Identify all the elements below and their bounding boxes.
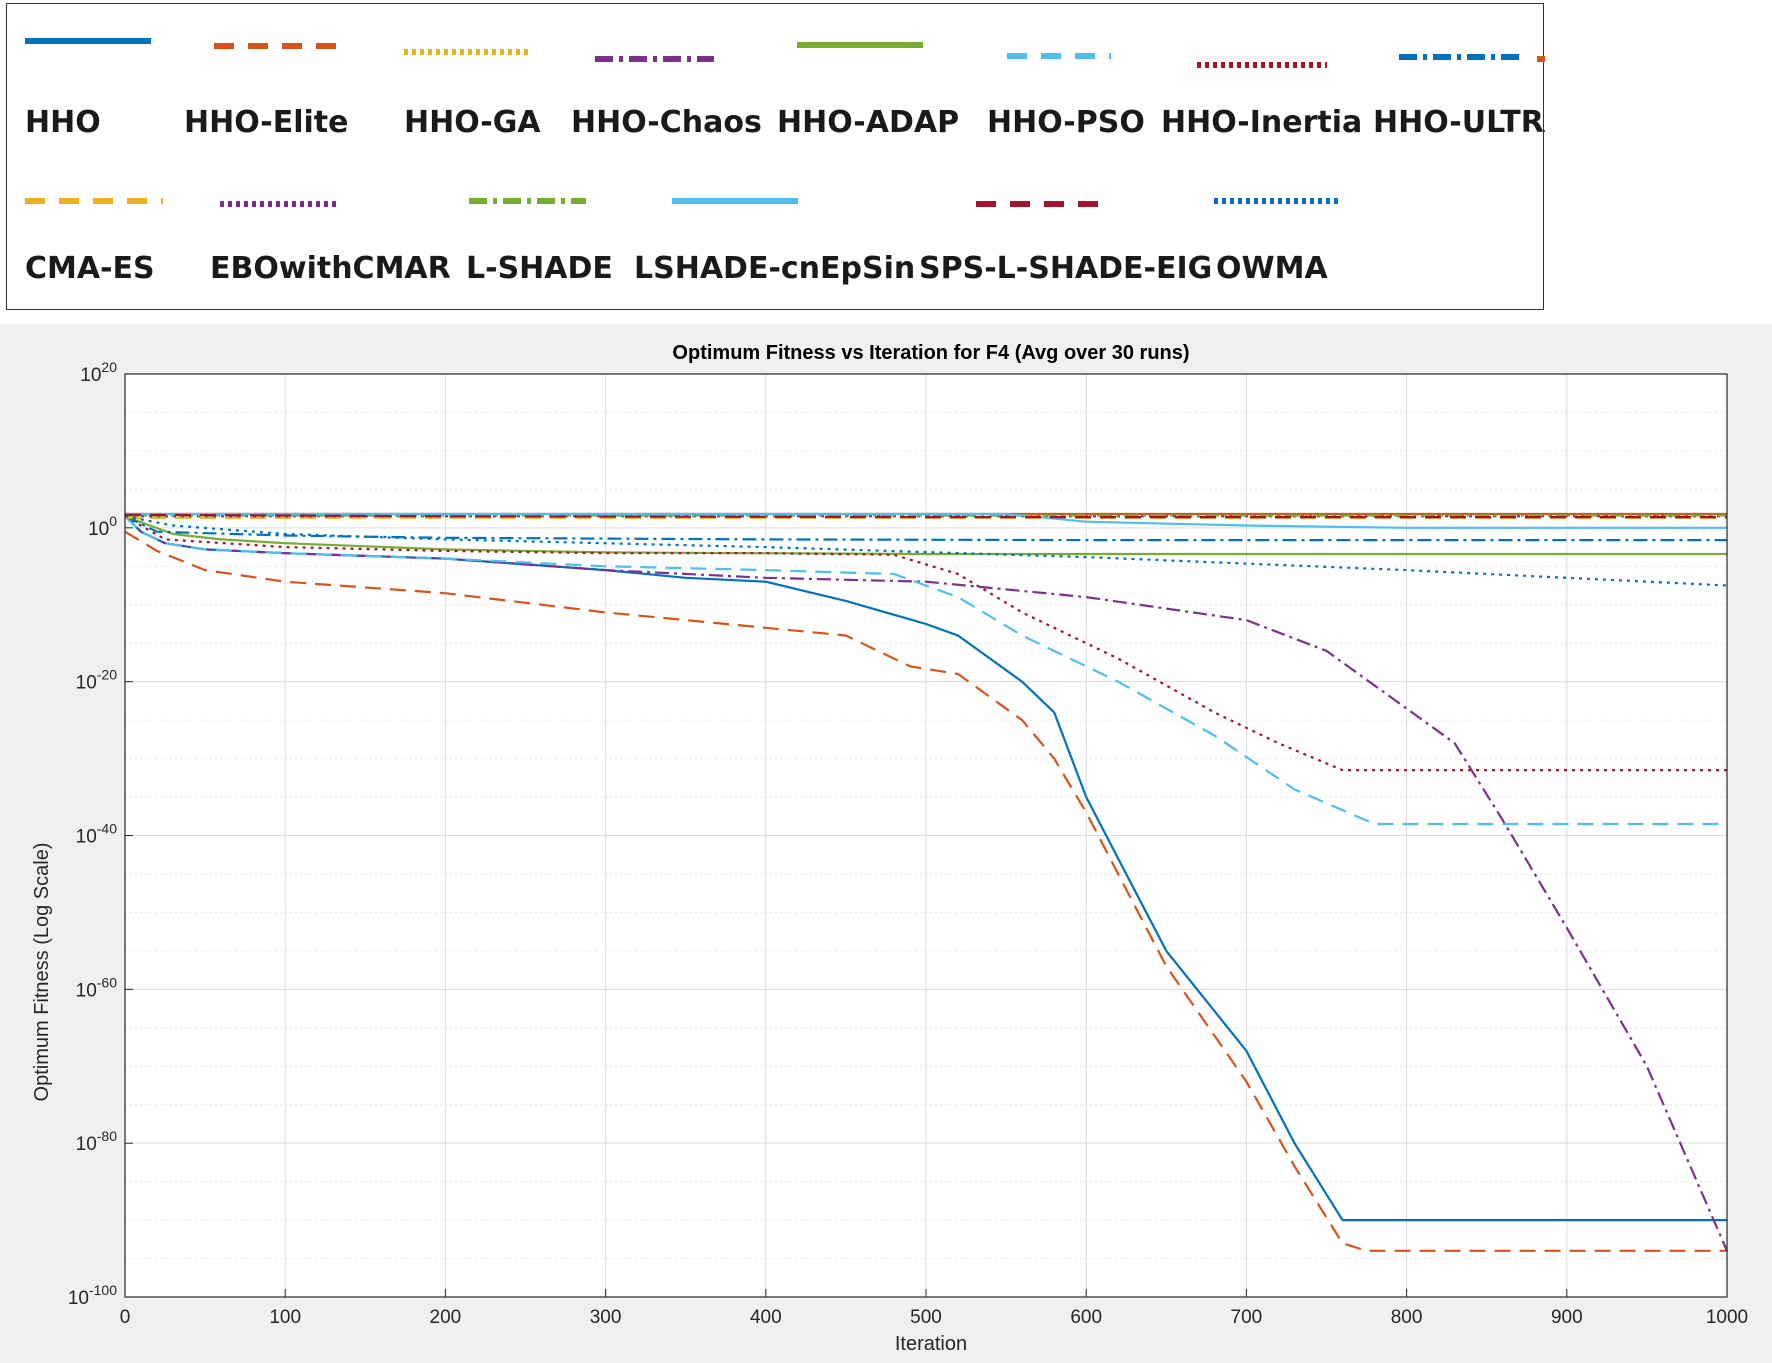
legend-label: CMA-ES <box>25 251 155 286</box>
y-tick-label: 1020 <box>80 359 117 386</box>
x-tick-label: 400 <box>750 1307 782 1328</box>
legend-item-hho-pso: HHO-PSO <box>987 53 1145 140</box>
x-tick-label: 600 <box>1070 1307 1102 1328</box>
legend-item-hho: HHO <box>25 38 151 140</box>
x-tick-label: 900 <box>1551 1307 1583 1328</box>
legend-item-lshade-cnepsin: LSHADE-cnEpSin <box>634 198 915 286</box>
x-tick-label: 200 <box>430 1307 462 1328</box>
legend-label: LSHADE-cnEpSin <box>634 251 915 286</box>
series-line-hho-elite <box>124 530 1727 1252</box>
series-line-lshade-cnepsin <box>125 512 1727 529</box>
grid <box>124 373 1728 1298</box>
legend-label: HHO-Inertia <box>1161 105 1362 140</box>
series-group <box>124 512 1729 1252</box>
legend-label: HHO <box>25 105 101 140</box>
x-tick-label: 500 <box>910 1307 942 1328</box>
y-tick-label: 10-20 <box>76 667 118 694</box>
y-tick-label: 100 <box>88 513 117 540</box>
legend-label: EBOwithCMAR <box>210 251 451 286</box>
legend-label: OWMA <box>1216 251 1328 286</box>
legend-label: HHO-GA <box>404 105 541 140</box>
legend-label: L-SHADE <box>466 251 613 286</box>
legend-item-cma-es: CMA-ES <box>25 198 163 286</box>
legend-item-sps-l-shade-eig: SPS-L-SHADE-EIG <box>919 201 1212 286</box>
y-tick-label: 10-40 <box>76 821 118 848</box>
y-tick-label: 10-80 <box>76 1128 118 1155</box>
legend-item-owma: OWMA <box>1214 198 1341 286</box>
y-tick-label: 10-100 <box>68 1282 117 1309</box>
x-axis-label: Iteration <box>895 1333 967 1355</box>
series-line-owma <box>124 515 1728 587</box>
series-line-hho-ultra <box>124 515 1727 542</box>
x-tick-label: 1000 <box>1706 1307 1748 1328</box>
chart-title: Optimum Fitness vs Iteration for F4 (Avg… <box>672 342 1189 364</box>
legend-item-hho-ga: HHO-GA <box>404 49 541 140</box>
legend-label: HHO-Chaos <box>571 105 762 140</box>
x-tick-label: 300 <box>590 1307 622 1328</box>
legend-label: SPS-L-SHADE-EIG <box>919 251 1212 286</box>
legend-label: HHO-PSO <box>987 105 1145 140</box>
legend-item-hho-elite: HHO-Elite <box>184 43 348 140</box>
legend-svg: HHO HHO-Elite HHO-GA HHO-Chaos HHO-ADAP HHO-P… <box>25 38 1545 286</box>
y-tick-label: 10-60 <box>76 974 118 1001</box>
legend-item-hho-chaos: HHO-Chaos <box>571 56 762 140</box>
x-tick-label: 800 <box>1391 1307 1423 1328</box>
x-tick-label: 100 <box>269 1307 301 1328</box>
legend-label: HHO-ADAP <box>777 105 959 140</box>
plot-svg: Optimum Fitness vs Iteration for F4 (Avg… <box>31 342 1748 1355</box>
x-tick-label: 700 <box>1231 1307 1263 1328</box>
y-axis-label: Optimum Fitness (Log Scale) <box>31 843 53 1102</box>
legend-item-hho-inertia: HHO-Inertia <box>1161 62 1362 140</box>
legend-item-hho-adap: HHO-ADAP <box>777 42 959 140</box>
figure-panel: Optimum Fitness vs Iteration for F4 (Avg… <box>0 324 1772 1363</box>
legend-item-ebowithcmar: EBOwithCMAR <box>210 201 451 286</box>
legend-item-hho-ultra: HHO-ULTRA <box>1373 54 1545 140</box>
legend-label: HHO-ULTRA <box>1373 105 1545 140</box>
legend-label: HHO-Elite <box>184 105 348 140</box>
x-tick-label: 0 <box>120 1307 131 1328</box>
series-line-hho-inertia <box>124 515 1727 772</box>
legend-item-l-shade: L-SHADE <box>466 198 613 286</box>
legend: HHO HHO-Elite HHO-GA HHO-Chaos HHO-ADAP HHO-P… <box>6 3 1545 310</box>
series-line-sps-l-shade-eig <box>124 513 1727 519</box>
series-line-hho-pso <box>124 515 1727 826</box>
